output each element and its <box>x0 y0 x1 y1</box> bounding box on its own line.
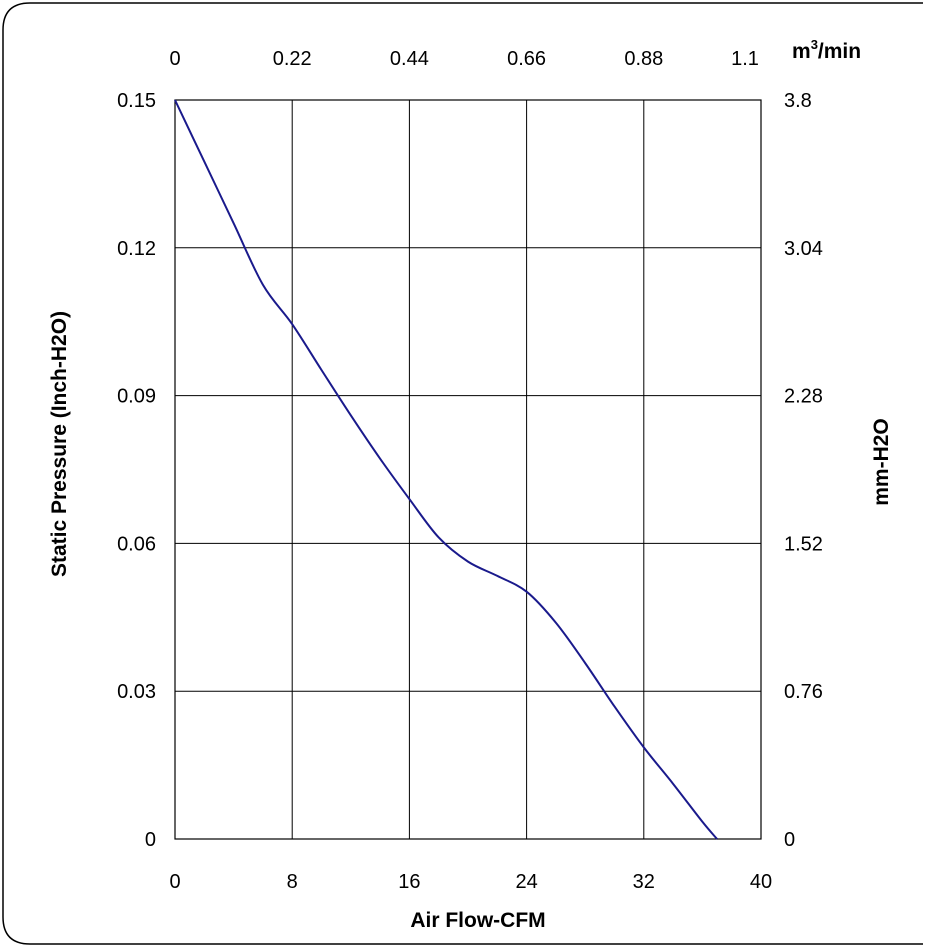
x2-tick-labels: 0 0.22 0.44 0.66 0.88 1.1 <box>169 48 758 70</box>
plot-frame <box>174 99 762 840</box>
y2-tick-label: 1.52 <box>784 533 823 555</box>
y-tick-labels: 0 0.03 0.06 0.09 0.12 0.15 <box>117 90 156 851</box>
x2-tick-label: 0 <box>169 48 180 70</box>
x2-axis-unit: m3/min <box>792 37 861 63</box>
y-tick-label: 0.15 <box>117 90 156 112</box>
x2-unit-rest: /min <box>818 40 861 63</box>
x-tick-label: 32 <box>633 871 655 893</box>
y-tick-label: 0 <box>145 829 156 851</box>
y2-tick-label: 2.28 <box>784 386 823 408</box>
x-axis-title: Air Flow-CFM <box>410 909 545 932</box>
pressure-curve <box>174 99 718 840</box>
y-tick-label: 0.09 <box>117 386 156 408</box>
y-axis-title: Static Pressure (Inch-H2O) <box>48 311 71 577</box>
y-tick-label: 0.12 <box>117 238 156 260</box>
series-layer <box>174 99 718 840</box>
plot-background <box>175 100 761 839</box>
y2-tick-label: 3.04 <box>784 238 823 260</box>
x2-tick-label: 0.22 <box>273 48 312 70</box>
x-tick-label: 8 <box>287 871 298 893</box>
x2-unit-base: m <box>792 40 811 63</box>
y-tick-label: 0.03 <box>117 681 156 703</box>
x2-tick-label: 0.44 <box>390 48 429 70</box>
x-tick-label: 0 <box>169 871 180 893</box>
x2-tick-label: 0.66 <box>507 48 546 70</box>
x-tick-label: 24 <box>515 871 537 893</box>
x2-unit-superscript: 3 <box>811 37 818 52</box>
y2-tick-label: 0.76 <box>784 681 823 703</box>
x-tick-label: 40 <box>750 871 772 893</box>
y2-axis-title: mm-H2O <box>870 418 893 506</box>
x2-tick-label: 0.88 <box>624 48 663 70</box>
x-tick-label: 16 <box>398 871 420 893</box>
plot-area <box>174 99 762 840</box>
gridlines <box>175 100 761 839</box>
y-tick-label: 0.06 <box>117 533 156 555</box>
x-tick-labels: 0 8 16 24 32 40 <box>169 871 772 893</box>
y2-tick-label: 0 <box>784 829 795 851</box>
x2-tick-label: 1.1 <box>731 48 759 70</box>
y2-tick-labels: 0 0.76 1.52 2.28 3.04 3.8 <box>784 90 823 851</box>
y2-tick-label: 3.8 <box>784 90 812 112</box>
